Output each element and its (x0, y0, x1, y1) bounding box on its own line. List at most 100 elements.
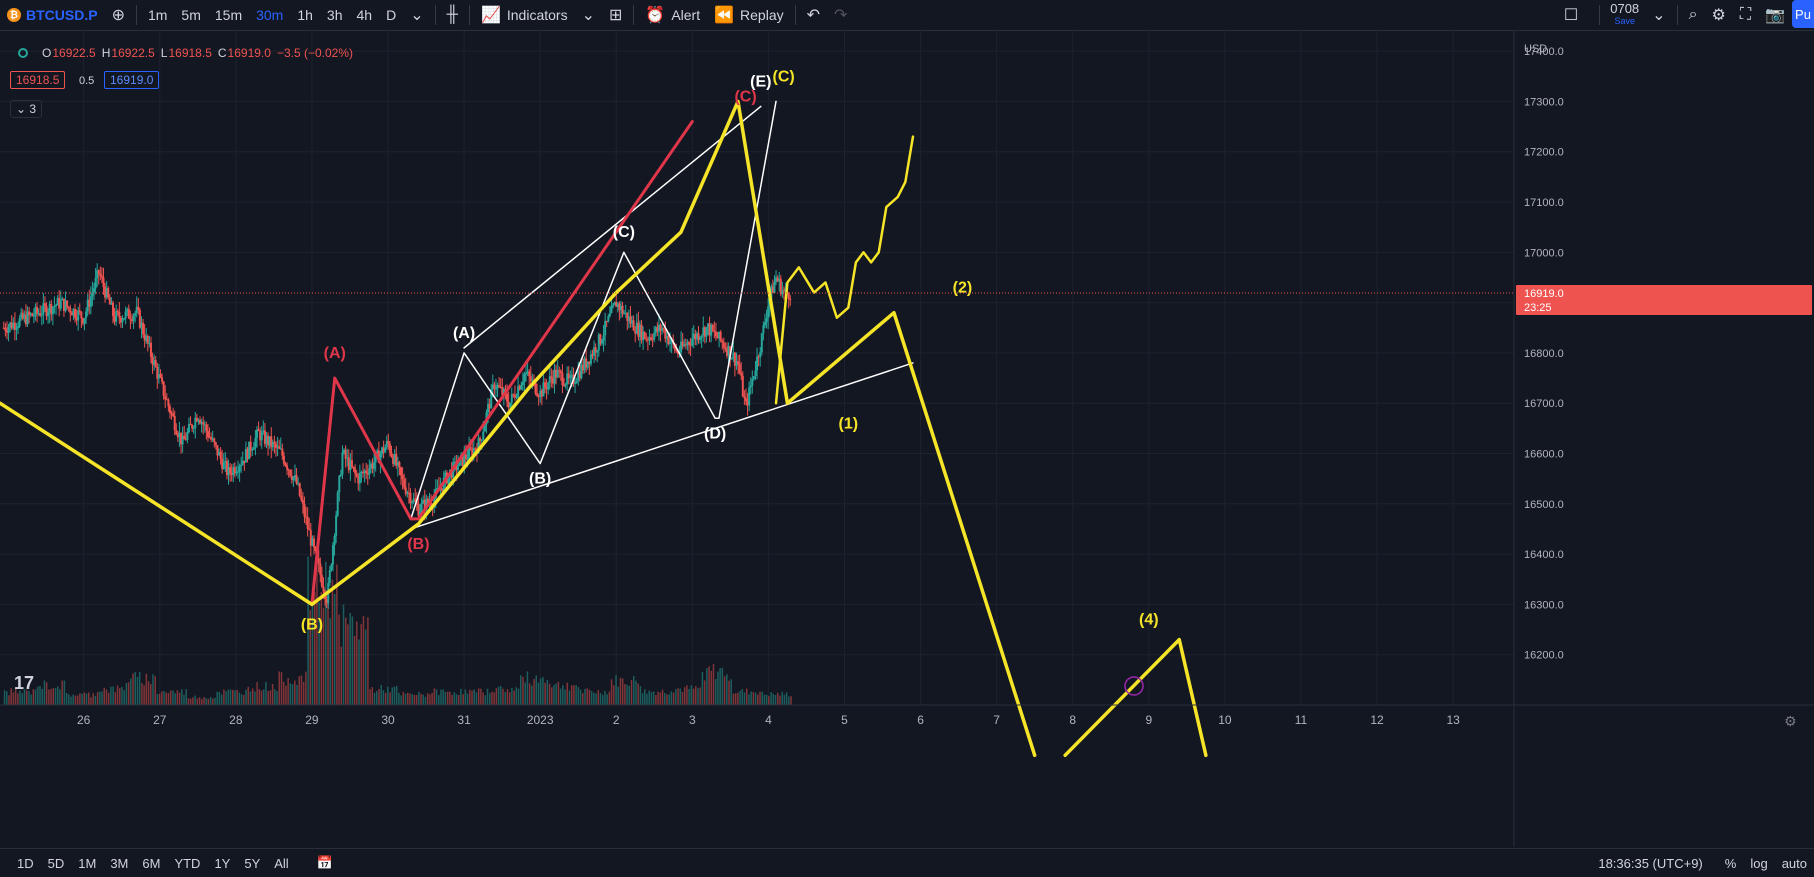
candle-body (665, 335, 668, 339)
candle-body (53, 306, 56, 308)
interval-30m[interactable]: 30m (256, 7, 284, 23)
range-3m[interactable]: 3M (110, 855, 129, 871)
red-wave-line (310, 120, 694, 606)
volume-bar (30, 694, 32, 705)
buy-price-button[interactable]: 16919.0 (104, 71, 160, 89)
chevron-down-icon[interactable]: ⌄ (1652, 7, 1666, 24)
interval-15m[interactable]: 15m (214, 7, 243, 23)
redo-icon[interactable]: ↷ (834, 7, 848, 24)
symbol-search[interactable]: ₿ BTCUSD.P (0, 0, 105, 30)
publish-button[interactable]: Pu (1792, 0, 1814, 28)
separator (135, 5, 137, 25)
candle-body (412, 498, 415, 503)
save-layout-button[interactable]: 0708 Save (1604, 2, 1645, 27)
candle-body (759, 352, 762, 358)
candle-body (746, 400, 749, 406)
interval-5m[interactable]: 5m (181, 7, 201, 23)
fullscreen-icon[interactable]: ⛶ (1739, 6, 1752, 23)
volume-bar (212, 698, 214, 705)
candle-body (616, 303, 619, 307)
volume-bar (528, 683, 531, 705)
calendar-icon[interactable]: 📅 (316, 855, 333, 870)
chevron-down-icon[interactable]: ⌄ (410, 7, 424, 24)
chart-canvas[interactable]: (A)(B)(C)(A)(B)(C)(D)(E)(B)(C)(1)(2)(4) … (0, 31, 1814, 847)
range-1y[interactable]: 1Y (214, 855, 231, 871)
candle-body (711, 324, 714, 331)
range-1m[interactable]: 1M (78, 855, 97, 871)
volume-bar (37, 686, 39, 705)
volume-bar (305, 671, 307, 705)
range-5y[interactable]: 5Y (244, 855, 261, 871)
fullscreen-layout-icon[interactable]: ☐ (1563, 7, 1579, 24)
candles-icon[interactable]: ╫ (446, 6, 458, 23)
volume-bar (218, 691, 221, 705)
volume-bar (176, 690, 179, 705)
volume-bar (717, 671, 719, 705)
volume-bar (347, 624, 349, 705)
replay-button[interactable]: ⏪ Replay (707, 0, 791, 30)
chevron-down-icon[interactable]: ⌄ (581, 7, 595, 24)
range-all[interactable]: All (274, 855, 289, 871)
candle-body (686, 342, 689, 346)
volume-bar (34, 689, 37, 705)
candle-body (520, 385, 523, 390)
candle-body (501, 387, 504, 396)
volume-bar (679, 688, 682, 705)
interval-3h[interactable]: 3h (326, 7, 343, 23)
interval-4h[interactable]: 4h (356, 7, 373, 23)
volume-bar (544, 682, 546, 705)
sell-price-button[interactable]: 16918.5 (10, 71, 66, 89)
indicators-button[interactable]: 📈 Indicators (474, 0, 575, 30)
templates-icon[interactable]: ⊞ (608, 7, 623, 24)
candle-body (74, 309, 77, 318)
indicators-collapse-button[interactable]: ⌄ 3 (10, 100, 43, 118)
range-6m[interactable]: 6M (142, 855, 161, 871)
candle-body (69, 307, 72, 313)
candle-body (167, 399, 170, 407)
interval-1h[interactable]: 1h (297, 7, 313, 23)
candle-body (176, 434, 179, 438)
candle-body (559, 371, 562, 373)
candle-body (29, 313, 32, 316)
interval-d[interactable]: D (386, 7, 397, 23)
gear-icon[interactable]: ⚙ (1711, 7, 1726, 24)
compare-add-icon[interactable]: ⊕ (111, 7, 125, 24)
volume-bar (207, 698, 210, 705)
volume-bar (644, 689, 646, 705)
candle-body (453, 461, 456, 463)
log-toggle[interactable]: log (1750, 855, 1768, 871)
volume-bar (759, 691, 761, 705)
volume-bar (404, 693, 407, 705)
candle-body (208, 437, 211, 439)
clock-time[interactable]: 18:36:35 (UTC+9) (1598, 855, 1703, 871)
interval-1m[interactable]: 1m (147, 7, 168, 23)
candle-body (303, 503, 306, 517)
volume-bar (440, 689, 442, 705)
range-ytd[interactable]: YTD (174, 855, 201, 871)
volume-bar (774, 694, 777, 705)
range-5d[interactable]: 5D (47, 855, 65, 871)
range-1d[interactable]: 1D (17, 855, 34, 871)
alert-button[interactable]: ⏰ Alert (638, 0, 707, 30)
candle-body (62, 298, 65, 311)
volume-bar (783, 694, 786, 705)
volume-bar (491, 691, 493, 705)
candle-body (771, 286, 774, 293)
candle-body (751, 378, 754, 386)
undo-icon[interactable]: ↶ (806, 7, 821, 24)
percent-toggle[interactable]: % (1724, 855, 1737, 871)
volume-bar (223, 689, 225, 705)
volume-bar (79, 693, 81, 705)
axis-settings-icon: ⚙ (1784, 714, 1797, 730)
candle-body (86, 299, 89, 312)
search-icon[interactable]: ⌕ (1688, 6, 1698, 23)
camera-icon[interactable]: 📷 (1765, 7, 1785, 24)
candle-body (336, 492, 339, 516)
candle-body (667, 335, 670, 345)
alert-label: Alert (671, 7, 701, 23)
candle-body (58, 298, 61, 309)
candle-body (170, 412, 173, 414)
auto-toggle[interactable]: auto (1781, 855, 1807, 871)
volume-bar (779, 695, 781, 705)
candle-body (134, 313, 137, 316)
